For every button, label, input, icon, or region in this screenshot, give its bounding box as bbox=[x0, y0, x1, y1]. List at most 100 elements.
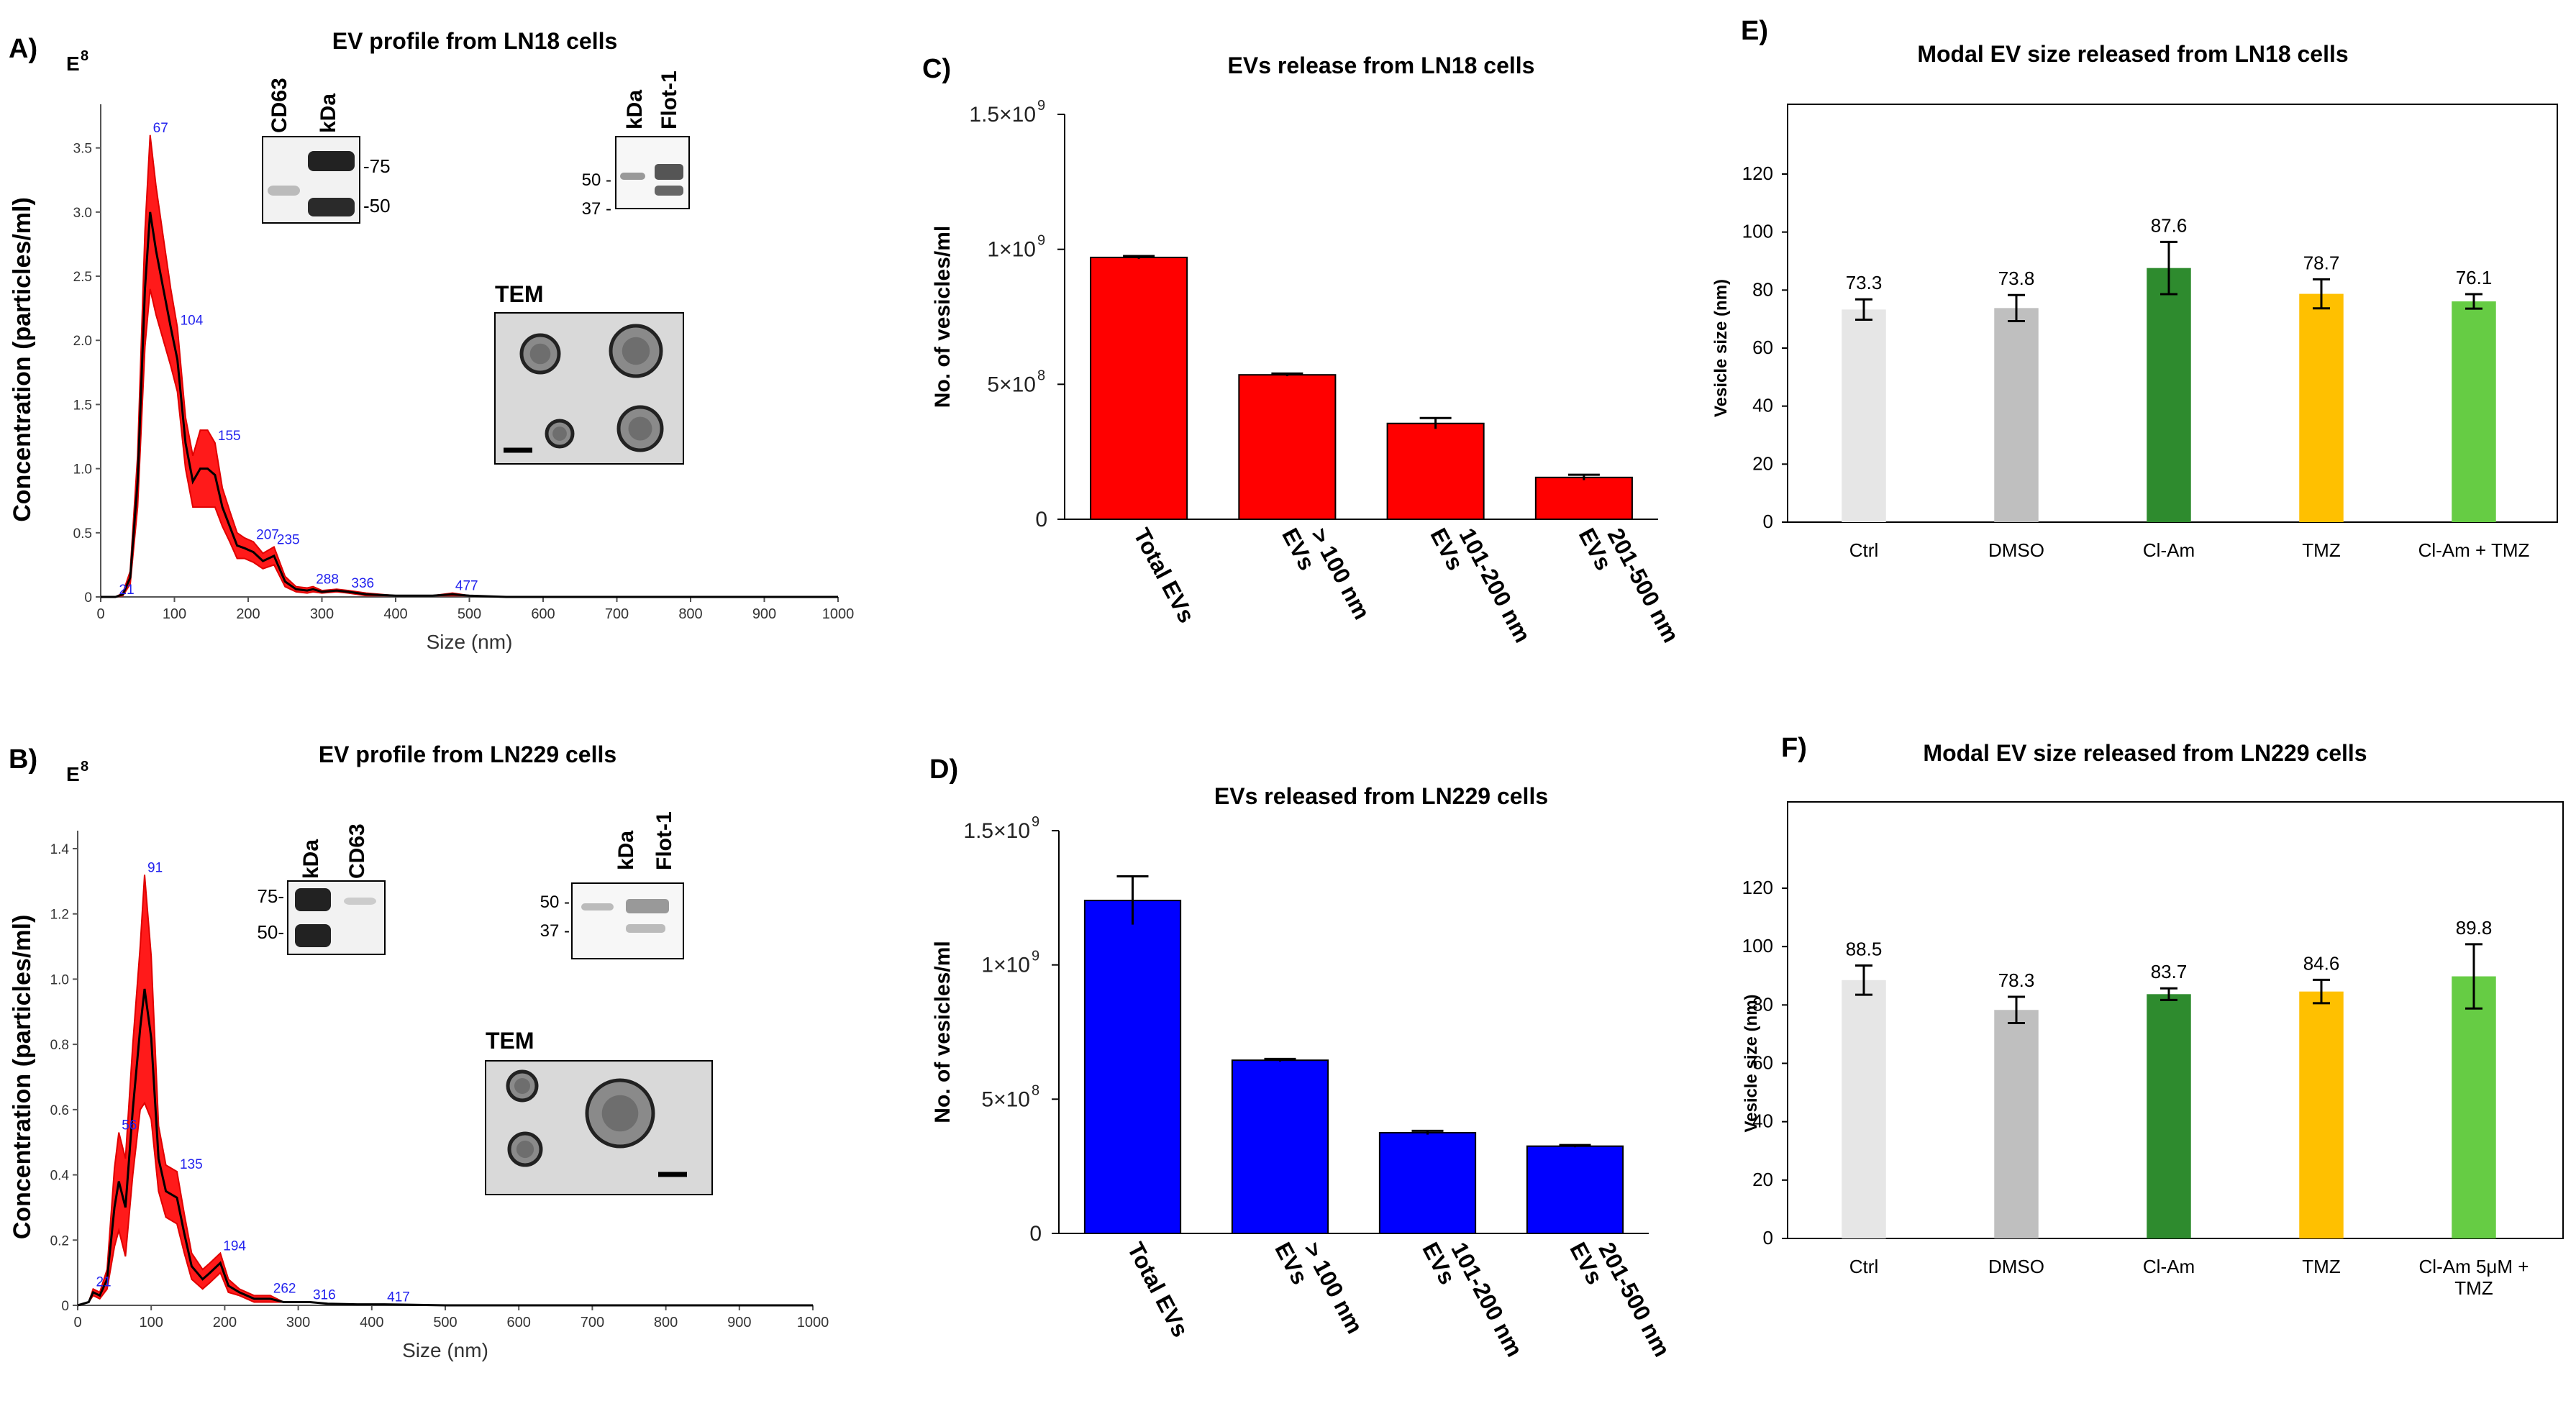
kda-marker: 75- bbox=[257, 885, 284, 907]
category-label: Ctrl bbox=[1849, 539, 1878, 561]
y-tick-label: 1.0 bbox=[73, 462, 92, 478]
sem-band bbox=[77, 875, 813, 1306]
category-label: Ctrl bbox=[1849, 1256, 1878, 1277]
kda-marker: 37 - bbox=[540, 921, 570, 941]
kda-marker: 50- bbox=[257, 921, 284, 943]
x-tick-label: 900 bbox=[752, 606, 776, 622]
y-axis-label: Vesicle size (nm) bbox=[1711, 279, 1731, 417]
bar bbox=[1083, 900, 1182, 1234]
wb-header: Flot-1 bbox=[657, 70, 681, 129]
data-label: 84.6 bbox=[2303, 952, 2340, 974]
category-label: DMSO bbox=[1988, 1256, 2044, 1277]
peak-label: 104 bbox=[181, 313, 204, 328]
bar bbox=[2147, 994, 2191, 1238]
nta-panel-B: B) E 8 EV profile from LN229 cells 0 100 200 30… bbox=[9, 741, 829, 1361]
bar bbox=[1378, 1132, 1477, 1234]
wb-header: kDa bbox=[614, 831, 638, 870]
peak-label: 21 bbox=[119, 583, 135, 598]
bar bbox=[1526, 1145, 1624, 1234]
bar bbox=[1231, 1059, 1329, 1234]
y-tick-label: 1.4 bbox=[50, 842, 70, 857]
data-label: 73.3 bbox=[1846, 272, 1883, 293]
panel-letter: B) bbox=[9, 744, 37, 775]
peak-label: 21 bbox=[96, 1274, 111, 1290]
bar bbox=[1994, 1010, 2039, 1238]
y-tick-label: 80 bbox=[1752, 278, 1773, 300]
y-tick-label: 1.5×10 bbox=[963, 819, 1030, 843]
chart-title: EVs release from LN18 cells bbox=[1228, 53, 1535, 78]
vesicle-core bbox=[552, 426, 567, 441]
data-label: 88.5 bbox=[1846, 939, 1883, 960]
bar bbox=[1534, 476, 1633, 520]
x-tick-label: 100 bbox=[140, 1315, 163, 1331]
x-tick-label: 1000 bbox=[797, 1315, 829, 1331]
y-tick-label: 0.8 bbox=[50, 1038, 69, 1053]
y-tick-exponent: 8 bbox=[1037, 368, 1045, 383]
y-tick-label: 40 bbox=[1752, 1110, 1773, 1132]
vesicle-core bbox=[516, 1140, 534, 1159]
y-tick-label: 1.2 bbox=[50, 908, 69, 923]
peak-label: 288 bbox=[316, 572, 339, 588]
y-tick-label: 0 bbox=[1763, 1227, 1773, 1249]
chart-title: Modal EV size released from LN229 cells bbox=[1923, 740, 2367, 766]
category-label: Cl-Am + TMZ bbox=[2418, 539, 2530, 561]
y-tick-label: 0 bbox=[84, 590, 92, 606]
mean-line bbox=[77, 988, 813, 1307]
y-tick-label: 1.5×10 bbox=[969, 103, 1036, 127]
peak-label: 336 bbox=[351, 576, 374, 591]
bar bbox=[2299, 991, 2344, 1238]
y-tick-label: 0.5 bbox=[73, 526, 92, 542]
bar bbox=[2452, 301, 2496, 522]
kda-marker: 37 - bbox=[582, 199, 611, 219]
x-axis-label: Size (nm) bbox=[427, 631, 513, 653]
category-label: Cl-Am bbox=[2143, 539, 2195, 561]
nta-panel-A: A) E 8 EV profile from LN18 cells 0 100 200 300… bbox=[9, 28, 854, 653]
y-tick-exponent: 8 bbox=[1032, 1082, 1039, 1098]
bar bbox=[1238, 374, 1337, 520]
peak-label: 417 bbox=[387, 1290, 410, 1305]
peak-label: 316 bbox=[313, 1287, 336, 1302]
category-label: 101-200 nm bbox=[1446, 1238, 1528, 1361]
x-tick-label: 300 bbox=[310, 606, 334, 622]
category-label: > 100 nm bbox=[1298, 1238, 1368, 1338]
panel-letter: C) bbox=[922, 54, 951, 84]
y-axis-label: Concentration (particles/ml) bbox=[9, 197, 36, 522]
y-tick-label: 120 bbox=[1742, 877, 1773, 898]
vesicle-core bbox=[622, 337, 650, 365]
y-tick-label: 20 bbox=[1752, 1169, 1773, 1190]
bar-panel-D: D) EVs released from LN229 cells 0 5×10 8 1×1… bbox=[929, 754, 1675, 1361]
y-tick-exponent: 9 bbox=[1032, 814, 1039, 830]
category-label: 201-500 nm bbox=[1603, 524, 1685, 647]
x-axis-label: Size (nm) bbox=[402, 1339, 488, 1361]
category-label: Total EVs bbox=[1129, 524, 1200, 627]
vesicle-core bbox=[601, 1095, 639, 1132]
x-tick-label: 700 bbox=[581, 1315, 604, 1331]
wb-header: kDa bbox=[623, 90, 647, 129]
y-tick-exponent: 9 bbox=[1032, 949, 1039, 964]
y-tick-label: 3.5 bbox=[73, 142, 92, 157]
panel-letter: A) bbox=[9, 34, 37, 64]
kda-marker: 50 - bbox=[540, 893, 570, 912]
y-tick-label: 0.6 bbox=[50, 1103, 69, 1118]
x-tick-label: 400 bbox=[360, 1315, 383, 1331]
chart-title: EV profile from LN18 cells bbox=[332, 28, 618, 54]
peak-label: 67 bbox=[153, 121, 168, 136]
x-tick-label: 500 bbox=[458, 606, 481, 622]
y-tick-label: 60 bbox=[1752, 1052, 1773, 1074]
y-tick-label: 0 bbox=[1029, 1222, 1042, 1246]
y-tick-label: 3.0 bbox=[73, 206, 92, 221]
category-label: Total EVs bbox=[1122, 1238, 1193, 1341]
chart-title: Modal EV size released from LN18 cells bbox=[1917, 41, 2348, 67]
bar-panel-E: E) Modal EV size released from LN18 cells… bbox=[1711, 16, 2558, 561]
x-tick-label: 200 bbox=[213, 1315, 237, 1331]
y-tick-label: 2.5 bbox=[73, 270, 92, 285]
category-label: 101-200 nm bbox=[1454, 524, 1536, 647]
blot-band bbox=[308, 151, 355, 171]
y-tick-label: 0.2 bbox=[50, 1233, 69, 1249]
x-tick-label: 400 bbox=[383, 606, 407, 622]
blot-band bbox=[581, 903, 614, 910]
x-tick-label: 300 bbox=[286, 1315, 310, 1331]
x-tick-label: 800 bbox=[654, 1315, 678, 1331]
peak-label: 235 bbox=[277, 532, 300, 547]
tem-label: TEM bbox=[495, 281, 544, 307]
